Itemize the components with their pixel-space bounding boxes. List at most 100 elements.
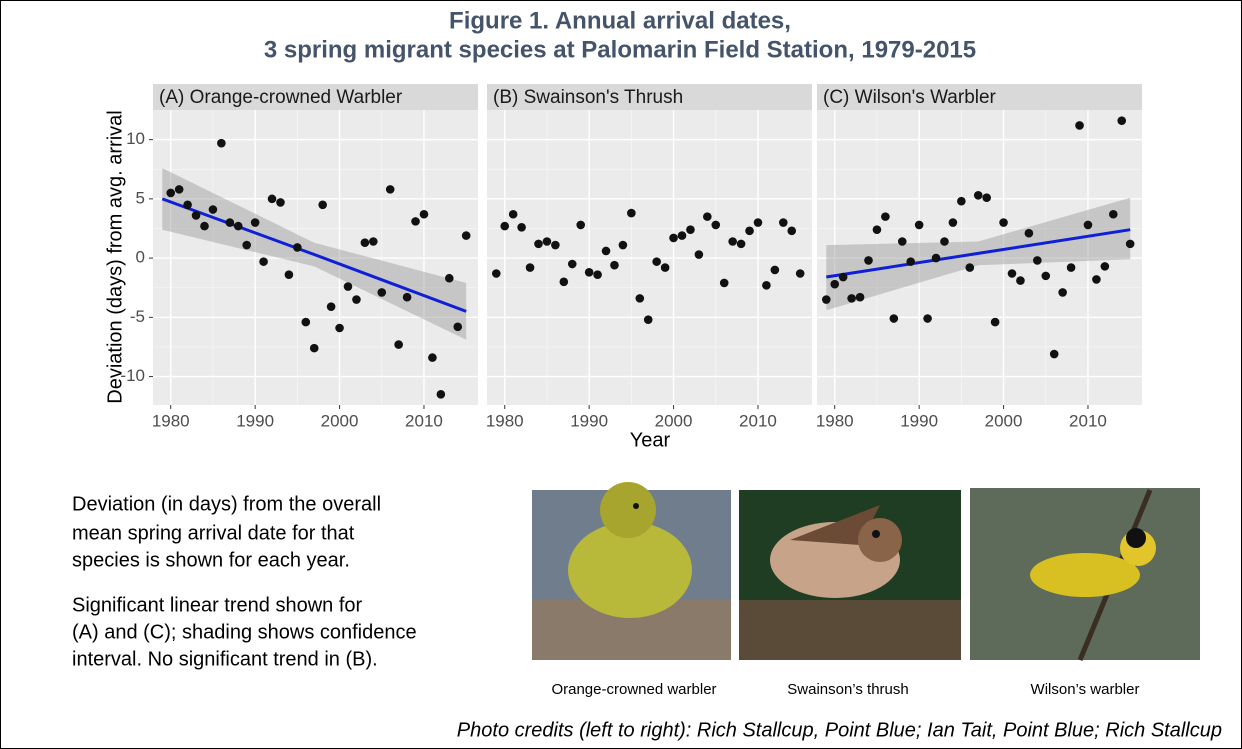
x-tick-label: 2010 <box>405 411 443 430</box>
data-point <box>678 231 687 240</box>
data-point <box>1117 116 1126 125</box>
photo <box>532 482 731 660</box>
data-point <box>839 273 848 282</box>
y-axis-label: Deviation (days) from avg. arrival <box>104 110 126 403</box>
data-point <box>728 237 737 246</box>
data-point <box>568 260 577 269</box>
data-point <box>386 185 395 194</box>
data-point <box>1016 276 1025 285</box>
data-point <box>560 277 569 286</box>
data-point <box>999 218 1008 227</box>
data-point <box>517 223 526 232</box>
note-line: species is shown for each year. <box>72 549 350 571</box>
data-point <box>957 197 966 206</box>
data-point <box>1041 272 1050 281</box>
data-point <box>217 139 226 148</box>
data-point <box>361 238 370 247</box>
data-point <box>635 294 644 303</box>
panel-title: (C) Wilson's Warbler <box>823 87 997 108</box>
x-tick-label: 1980 <box>152 411 190 430</box>
data-point <box>644 315 653 324</box>
data-point <box>881 212 890 221</box>
data-point <box>500 222 509 231</box>
data-point <box>890 314 899 323</box>
data-point <box>1008 269 1017 278</box>
data-point <box>695 250 704 259</box>
data-point <box>526 263 535 272</box>
data-point <box>779 218 788 227</box>
x-tick-label: 1980 <box>816 411 854 430</box>
data-point <box>1033 256 1042 265</box>
data-point <box>627 209 636 218</box>
data-point <box>394 340 403 349</box>
data-point <box>268 195 277 204</box>
note-line: interval. No significant trend in (B). <box>72 648 378 670</box>
note-line: (A) and (C); shading shows confidence <box>72 621 417 643</box>
data-point <box>437 390 446 399</box>
data-point <box>982 193 991 202</box>
title-line: Figure 1. Annual arrival dates, <box>449 7 791 34</box>
data-point <box>445 274 454 283</box>
x-tick-label: 2000 <box>321 411 359 430</box>
data-point <box>965 263 974 272</box>
data-point <box>949 218 958 227</box>
x-tick-label: 1990 <box>570 411 608 430</box>
photo-caption: Orange-crowned warbler <box>551 681 716 698</box>
y-tick-label: 5 <box>136 188 145 207</box>
data-point <box>856 293 865 302</box>
x-tick-label: 2010 <box>1069 411 1107 430</box>
data-point <box>420 210 429 219</box>
data-point <box>669 234 678 243</box>
data-point <box>209 205 218 214</box>
data-point <box>175 185 184 194</box>
data-point <box>183 200 192 209</box>
data-point <box>771 266 780 275</box>
data-point <box>242 241 251 250</box>
data-point <box>762 281 771 290</box>
data-point <box>293 243 302 252</box>
data-point <box>335 324 344 333</box>
data-point <box>200 222 209 231</box>
figure: Figure 1. Annual arrival dates, 3 spring… <box>0 0 1242 749</box>
title-line: 3 spring migrant species at Palomarin Fi… <box>264 36 976 63</box>
data-point <box>318 200 327 209</box>
data-point <box>509 210 518 219</box>
data-point <box>1092 275 1101 284</box>
data-point <box>534 240 543 249</box>
note-line: Deviation (in days) from the overall <box>72 493 381 515</box>
data-point <box>822 295 831 304</box>
data-point <box>1025 229 1034 238</box>
data-point <box>259 257 268 266</box>
data-point <box>754 218 763 227</box>
data-point <box>192 211 201 220</box>
data-point <box>251 218 260 227</box>
data-point <box>932 254 941 263</box>
data-point <box>226 218 235 227</box>
data-point <box>974 191 983 200</box>
data-point <box>703 212 712 221</box>
data-point <box>301 318 310 327</box>
data-point <box>576 221 585 230</box>
data-point <box>915 221 924 230</box>
data-point <box>551 241 560 250</box>
data-point <box>602 247 611 256</box>
data-point <box>344 282 353 291</box>
panel-title: (A) Orange-crowned Warbler <box>159 87 403 108</box>
data-point <box>906 257 915 266</box>
data-point <box>403 293 412 302</box>
photo <box>970 488 1200 660</box>
note-line: mean spring arrival date for that <box>72 522 355 544</box>
data-point <box>428 353 437 362</box>
data-point <box>745 227 754 236</box>
data-point <box>585 268 594 277</box>
data-point <box>1084 221 1093 230</box>
data-point <box>686 225 695 234</box>
data-point <box>991 318 1000 327</box>
data-point <box>327 302 336 311</box>
note-line: Significant linear trend shown for <box>72 594 362 616</box>
data-point <box>369 237 378 246</box>
data-point <box>1075 121 1084 130</box>
y-tick-label: -10 <box>120 366 145 385</box>
data-point <box>619 241 628 250</box>
photo <box>739 490 961 660</box>
